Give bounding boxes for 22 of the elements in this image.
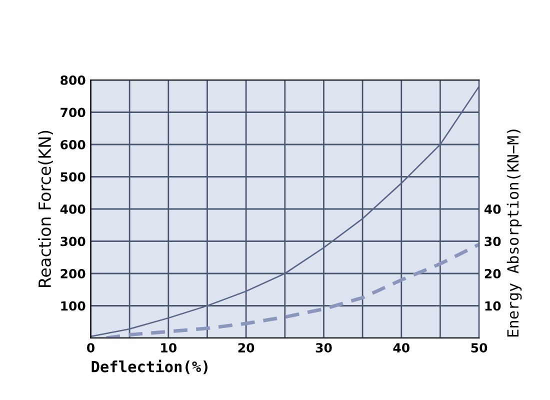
y-tick-label: 100 [61,301,86,311]
line-series [104,242,480,338]
y2-tick-label: 10 [485,301,501,311]
y-tick-label: 500 [60,172,86,182]
x-tick-label: 10 [161,343,177,353]
y2-tick-label: 40 [484,204,501,214]
x-tick-label: 50 [471,343,488,353]
y-tick-label: 200 [60,268,86,278]
x-tick-label: 30 [316,343,332,353]
y-tick-label: 300 [60,236,86,246]
y2-tick-label: 20 [484,268,501,278]
y-tick-label: 600 [60,140,86,150]
y2-tick-label: 30 [484,236,501,246]
x-axis-title: Deflection(%) [92,360,208,374]
y2-axis-title: Energy Absorption(KN−M) [506,130,522,337]
y-tick-label: 400 [60,204,86,214]
x-tick-label: 20 [238,343,254,353]
y-tick-label: 700 [60,108,86,118]
x-tick-label: 0 [87,343,94,353]
y-tick-label: 800 [60,75,86,85]
y-axis-title: Reaction Force(KN) [38,130,53,287]
x-tick-label: 40 [393,343,410,353]
